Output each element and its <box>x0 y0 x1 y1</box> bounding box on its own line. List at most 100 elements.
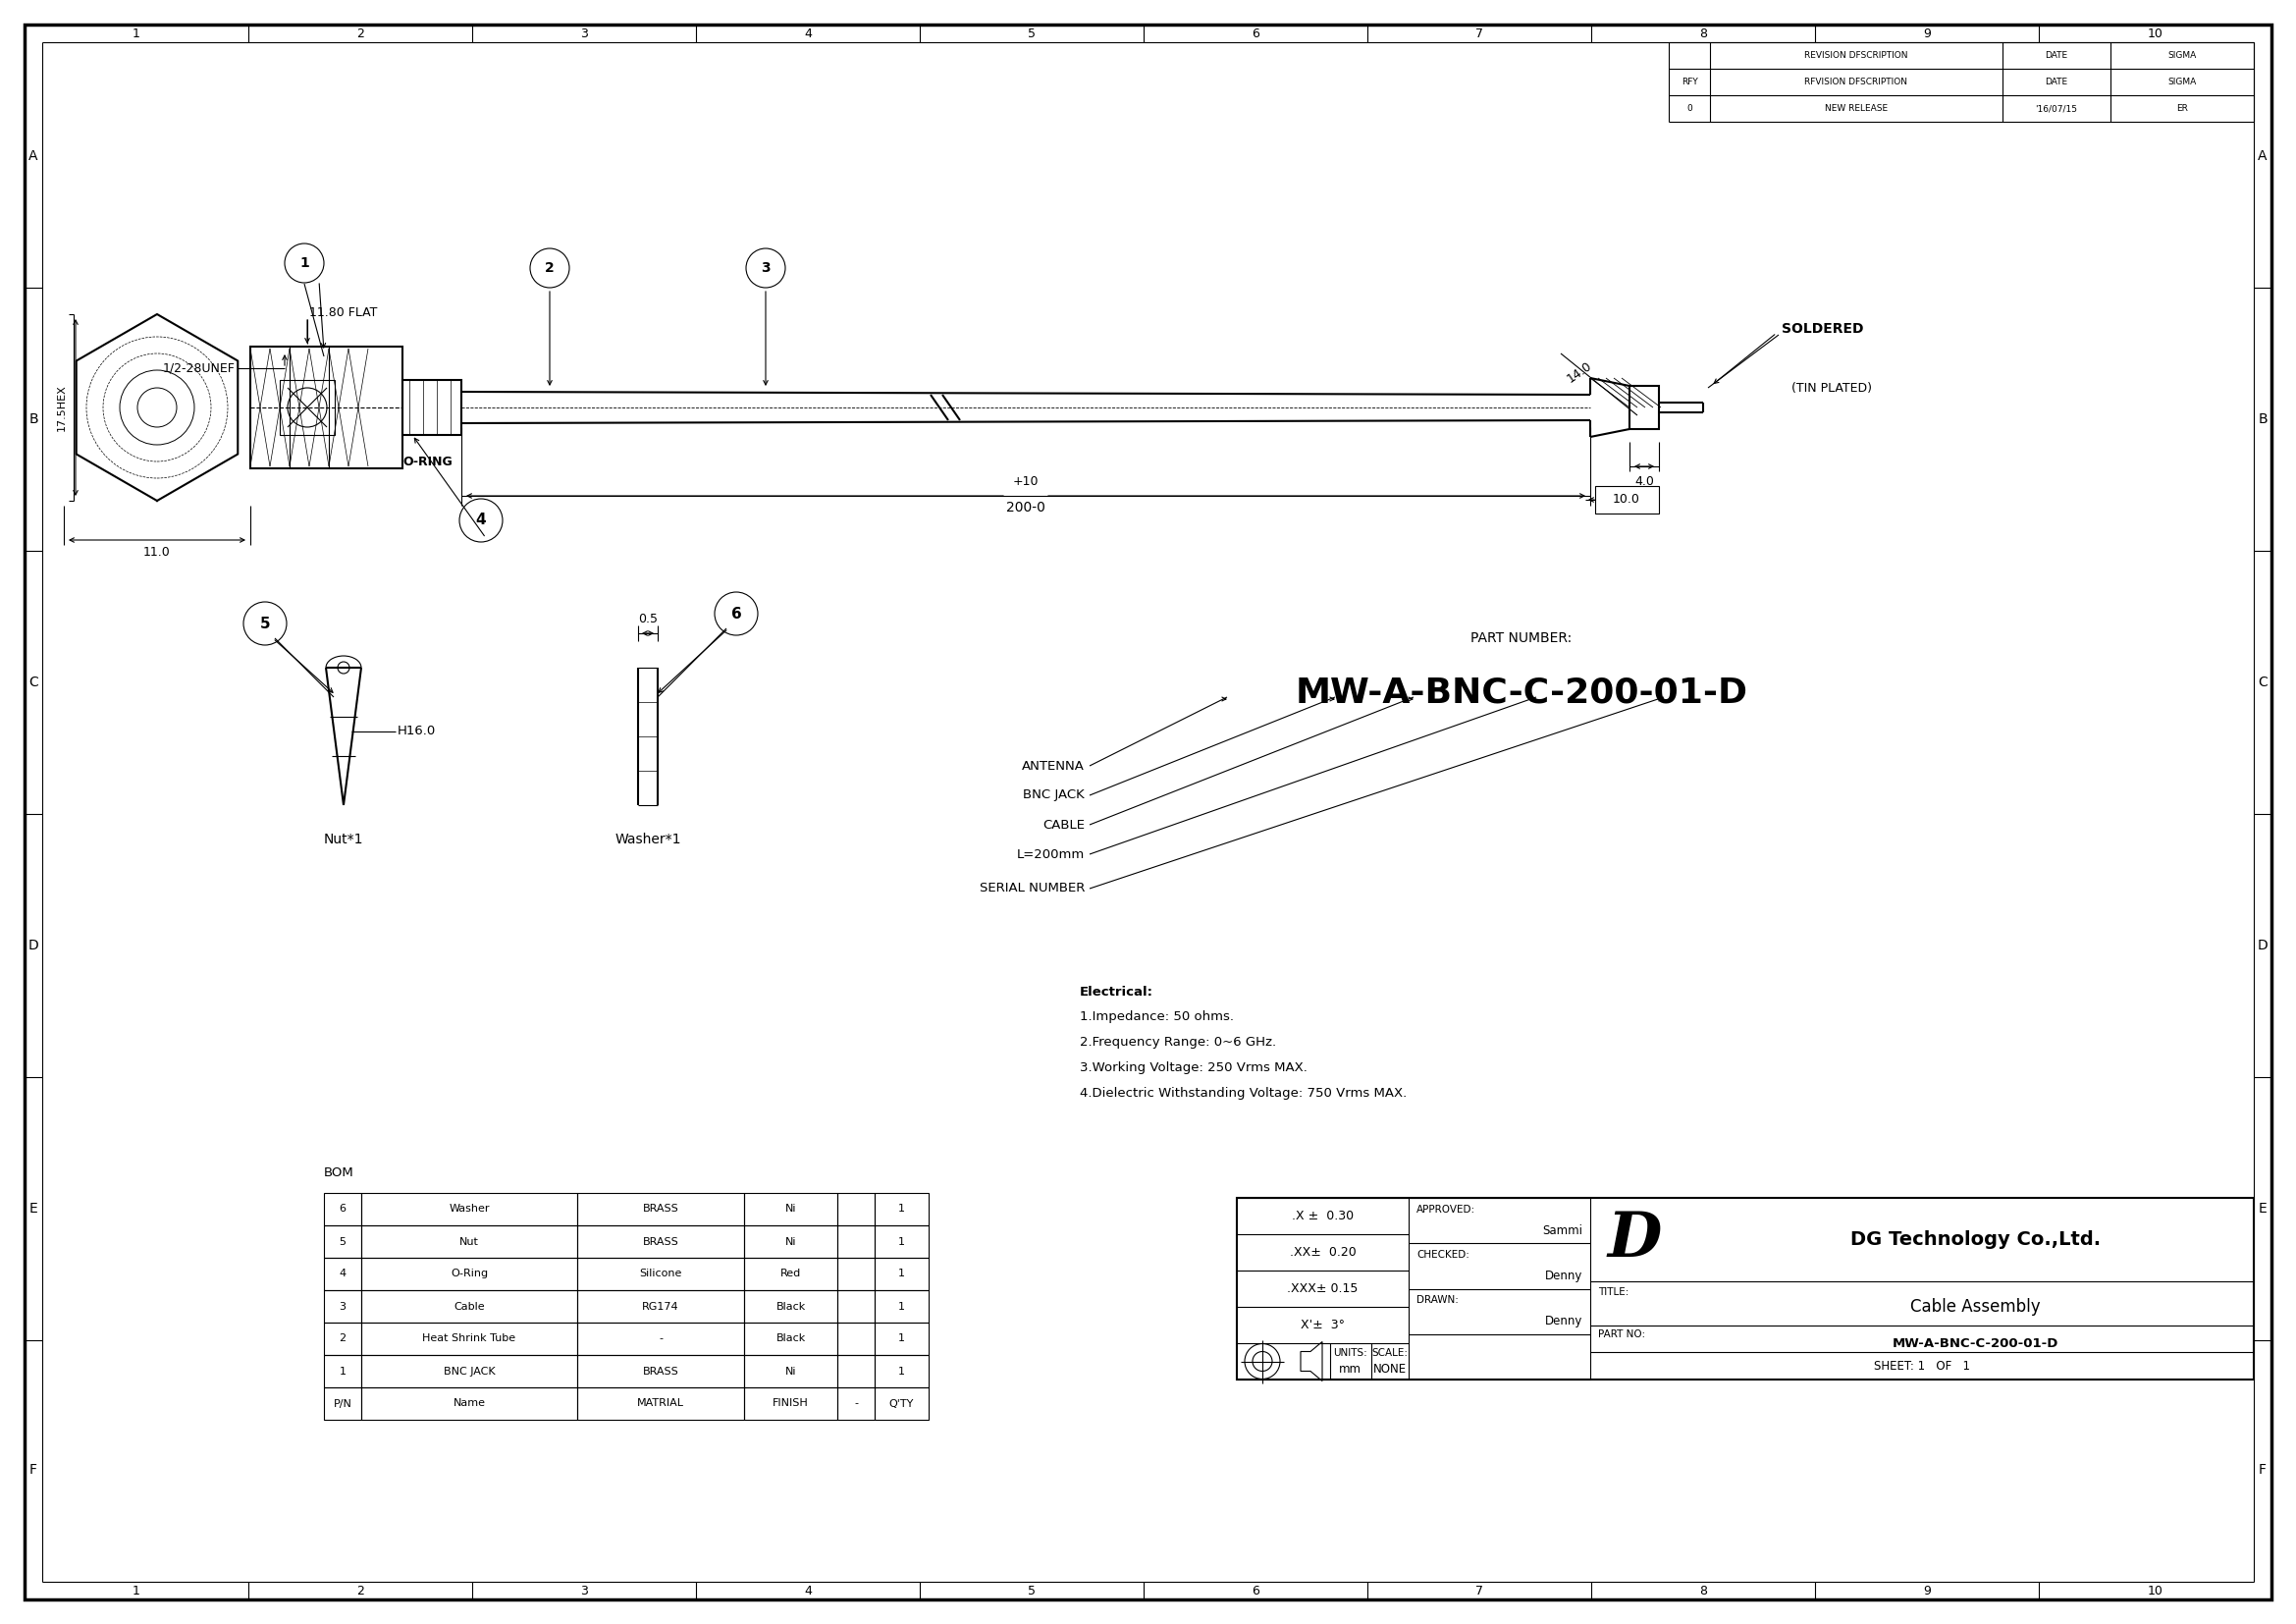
Text: 8: 8 <box>1699 1585 1706 1596</box>
Text: D: D <box>1607 1210 1662 1270</box>
Bar <box>744 1289 838 1322</box>
Circle shape <box>285 244 324 283</box>
Bar <box>324 1226 360 1257</box>
Text: Electrical:: Electrical: <box>1079 986 1153 999</box>
Text: mm: mm <box>1339 1363 1362 1376</box>
Bar <box>360 1194 576 1226</box>
Text: Cable: Cable <box>455 1301 484 1311</box>
Text: RFVISION DFSCRIPTION: RFVISION DFSCRIPTION <box>1805 78 1908 86</box>
Text: 0.5: 0.5 <box>638 612 657 625</box>
Text: F: F <box>30 1463 37 1476</box>
Text: 1.Impedance: 50 ohms.: 1.Impedance: 50 ohms. <box>1079 1010 1233 1023</box>
Bar <box>875 1322 928 1354</box>
Text: CHECKED:: CHECKED: <box>1417 1250 1469 1260</box>
Text: P/N: P/N <box>333 1398 351 1408</box>
Text: E: E <box>30 1202 37 1215</box>
Text: 1: 1 <box>898 1205 905 1215</box>
Bar <box>324 1354 360 1387</box>
Text: Denny: Denny <box>1545 1270 1582 1283</box>
Text: O-RING: O-RING <box>402 455 452 468</box>
Text: BRASS: BRASS <box>643 1366 680 1376</box>
Text: BRASS: BRASS <box>643 1236 680 1247</box>
Bar <box>402 380 461 435</box>
Bar <box>360 1226 576 1257</box>
Text: 4: 4 <box>340 1268 347 1278</box>
Text: Nut*1: Nut*1 <box>324 833 363 846</box>
Text: +10: +10 <box>1013 476 1038 489</box>
Text: 11.0: 11.0 <box>142 546 170 559</box>
Text: 17.5HEX: 17.5HEX <box>57 383 67 430</box>
Text: '16/07/15: '16/07/15 <box>2034 104 2078 114</box>
Text: 200-0: 200-0 <box>1006 500 1045 515</box>
Text: NEW RELEASE: NEW RELEASE <box>1825 104 1887 114</box>
Text: C: C <box>2257 676 2268 689</box>
Bar <box>324 1194 360 1226</box>
Circle shape <box>459 499 503 542</box>
Text: 1: 1 <box>898 1236 905 1247</box>
Text: 10: 10 <box>2147 28 2163 39</box>
Bar <box>1596 486 1660 513</box>
Bar <box>576 1194 744 1226</box>
Bar <box>360 1257 576 1289</box>
Text: FINISH: FINISH <box>774 1398 808 1408</box>
Text: Ni: Ni <box>785 1236 797 1247</box>
Text: 0: 0 <box>1688 104 1692 114</box>
Circle shape <box>714 593 758 635</box>
Text: 6: 6 <box>340 1205 347 1215</box>
Text: D: D <box>2257 939 2268 952</box>
Text: SIGMA: SIGMA <box>2167 50 2197 60</box>
Text: H16.0: H16.0 <box>397 724 436 737</box>
Circle shape <box>746 248 785 287</box>
Bar <box>744 1322 838 1354</box>
Text: 5: 5 <box>1029 28 1035 39</box>
Bar <box>875 1354 928 1387</box>
Text: Red: Red <box>781 1268 801 1278</box>
Text: Name: Name <box>452 1398 484 1408</box>
Text: BRASS: BRASS <box>643 1205 680 1215</box>
Text: SCALE:: SCALE: <box>1371 1348 1407 1358</box>
Text: SOLDERED: SOLDERED <box>1782 322 1864 336</box>
Text: 3: 3 <box>581 1585 588 1596</box>
Text: Ni: Ni <box>785 1366 797 1376</box>
Text: 2: 2 <box>356 28 365 39</box>
Bar <box>250 346 402 468</box>
Bar <box>324 1322 360 1354</box>
Circle shape <box>243 603 287 645</box>
Text: 1: 1 <box>133 1585 140 1596</box>
Bar <box>875 1257 928 1289</box>
Text: 2: 2 <box>356 1585 365 1596</box>
Text: 2.Frequency Range: 0~6 GHz.: 2.Frequency Range: 0~6 GHz. <box>1079 1036 1277 1049</box>
Text: -: - <box>659 1333 664 1343</box>
Text: APPROVED:: APPROVED: <box>1417 1205 1476 1215</box>
Text: 8: 8 <box>1699 28 1706 39</box>
Text: ER: ER <box>2177 104 2188 114</box>
Text: UNITS:: UNITS: <box>1334 1348 1368 1358</box>
Text: 1: 1 <box>898 1301 905 1311</box>
Text: MW-A-BNC-C-200-01-D: MW-A-BNC-C-200-01-D <box>1892 1337 2057 1350</box>
Bar <box>360 1354 576 1387</box>
Text: RG174: RG174 <box>643 1301 680 1311</box>
Bar <box>875 1226 928 1257</box>
Text: B: B <box>2257 412 2268 425</box>
Text: 10.0: 10.0 <box>1612 494 1639 507</box>
Bar <box>744 1257 838 1289</box>
Text: Nut: Nut <box>459 1236 480 1247</box>
Text: 10: 10 <box>2147 1585 2163 1596</box>
Bar <box>360 1322 576 1354</box>
Bar <box>324 1387 360 1419</box>
Text: DATE: DATE <box>2046 78 2069 86</box>
Text: 11.80 FLAT: 11.80 FLAT <box>310 305 377 318</box>
Text: Cable Assembly: Cable Assembly <box>1910 1298 2041 1315</box>
Bar <box>360 1387 576 1419</box>
Text: ANTENNA: ANTENNA <box>1022 760 1084 773</box>
Bar <box>838 1289 875 1322</box>
Text: BNC JACK: BNC JACK <box>1024 789 1084 802</box>
Text: Heat Shrink Tube: Heat Shrink Tube <box>422 1333 517 1343</box>
Text: L=200mm: L=200mm <box>1017 848 1084 861</box>
Text: 6: 6 <box>1251 28 1258 39</box>
Text: -: - <box>854 1398 859 1408</box>
Text: Ni: Ni <box>785 1205 797 1215</box>
Text: 1: 1 <box>898 1268 905 1278</box>
Bar <box>838 1387 875 1419</box>
Bar <box>838 1194 875 1226</box>
